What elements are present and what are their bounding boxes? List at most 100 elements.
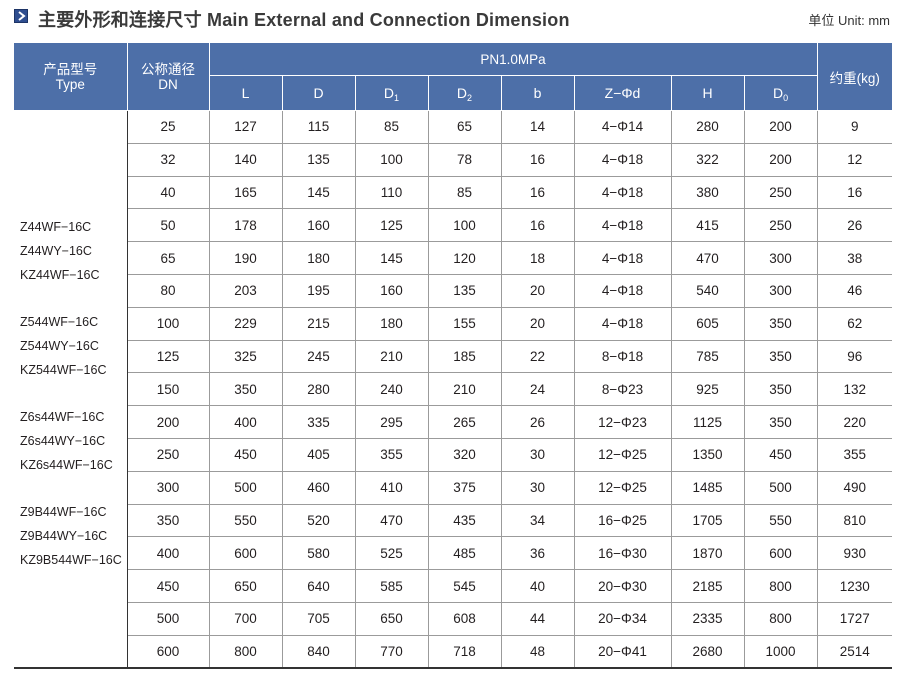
table-cell: 335: [281, 405, 355, 439]
table-row: 300 500 460 410 375 30 12−Φ25 1485 500 490: [14, 471, 893, 505]
table-cell: 800: [208, 635, 282, 670]
table-cell: 300: [743, 274, 818, 308]
table-cell: 180: [354, 307, 428, 341]
dn-cell: 25: [126, 110, 209, 144]
table-cell: 1125: [670, 405, 744, 439]
column-header-7: D0: [743, 75, 818, 111]
table-cell: 180: [281, 241, 355, 275]
table-cell: 160: [281, 208, 355, 243]
dn-cell: 150: [126, 372, 209, 407]
table-cell: 20: [500, 274, 574, 308]
table-cell: 520: [281, 504, 355, 538]
table-cell: 500: [743, 471, 818, 505]
table-cell: 490: [816, 471, 893, 505]
table-cell: 650: [208, 569, 282, 603]
column-header-row: L D D1 D2 b Z−Φd H D0: [14, 75, 892, 111]
type-model: KZ6s44WF−16C: [20, 458, 113, 472]
dn-cell: 300: [126, 471, 209, 505]
type-group: Z544WF−16C Z544WY−16C KZ544WF−16C: [20, 310, 127, 382]
table-cell: 350: [208, 372, 282, 407]
type-model: Z544WF−16C: [20, 315, 99, 329]
table-cell: 400: [208, 405, 282, 439]
table-cell: 450: [743, 438, 818, 472]
table-cell: 115: [281, 110, 355, 144]
dn-cell: 50: [126, 208, 209, 243]
table-row: 250 450 405 355 320 30 12−Φ25 1350 450 355: [14, 438, 893, 472]
table-cell: 410: [354, 471, 428, 505]
table-cell: 925: [670, 372, 744, 407]
table-cell: 110: [354, 176, 428, 210]
dn-cell: 80: [126, 274, 209, 308]
table-cell: 1350: [670, 438, 744, 472]
table-cell: 16: [500, 176, 574, 210]
dn-cell: 500: [126, 602, 209, 636]
table-cell: 280: [281, 372, 355, 407]
table-cell: 265: [427, 405, 501, 439]
table-cell: 20−Φ34: [573, 602, 671, 636]
table-cell: 12−Φ25: [573, 438, 671, 472]
table-cell: 500: [208, 471, 282, 505]
table-cell: 4−Φ18: [573, 208, 671, 243]
table-cell: 240: [354, 372, 428, 407]
table-cell: 20−Φ30: [573, 569, 671, 603]
table-cell: 40: [500, 569, 574, 603]
table-cell: 48: [500, 635, 574, 670]
table-cell: 4−Φ18: [573, 274, 671, 308]
dimension-table: 产品型号 Type 公称通径 DN PN1.0MPa 约重(kg) L D D1 D2…: [14, 43, 893, 670]
table-cell: 195: [281, 274, 355, 308]
table-row: 500 700 705 650 608 44 20−Φ34 2335 800 1727: [14, 602, 893, 636]
table-cell: 85: [427, 176, 501, 210]
table-cell: 415: [670, 208, 744, 243]
table-row: 50 178 160 125 100 16 4−Φ18 415 250 26: [14, 208, 893, 243]
table-cell: 2514: [816, 635, 893, 670]
table-cell: 355: [354, 438, 428, 472]
type-model: KZ9B544WF−16C: [20, 553, 122, 567]
column-header-0: L: [208, 75, 282, 111]
table-row: 40 165 145 110 85 16 4−Φ18 380 250 16: [14, 176, 893, 210]
pressure-header: PN1.0MPa: [208, 43, 818, 76]
table-cell: 8−Φ18: [573, 340, 671, 374]
table-cell: 280: [670, 110, 744, 144]
table-cell: 132: [816, 372, 893, 407]
table-cell: 2680: [670, 635, 744, 670]
table-cell: 30: [500, 471, 574, 505]
table-cell: 210: [427, 372, 501, 407]
table-cell: 705: [281, 602, 355, 636]
table-cell: 1000: [743, 635, 818, 670]
table-cell: 12−Φ25: [573, 471, 671, 505]
table-cell: 640: [281, 569, 355, 603]
table-cell: 608: [427, 602, 501, 636]
dn-header: 公称通径 DN: [126, 43, 209, 111]
table-cell: 145: [281, 176, 355, 210]
table-cell: 525: [354, 536, 428, 571]
type-model: Z44WY−16C: [20, 244, 92, 258]
table-cell: 785: [670, 340, 744, 374]
table-cell: 85: [354, 110, 428, 144]
type-cell: Z44WF−16C Z44WY−16C KZ44WF−16C Z544WF−16C Z5…: [14, 110, 128, 670]
table-cell: 540: [670, 274, 744, 308]
table-cell: 38: [816, 241, 893, 275]
table-row: 200 400 335 295 265 26 12−Φ23 1125 350 220: [14, 405, 893, 439]
table-cell: 300: [743, 241, 818, 275]
table-cell: 350: [743, 307, 818, 341]
table-cell: 470: [670, 241, 744, 275]
table-cell: 185: [427, 340, 501, 374]
table-cell: 375: [427, 471, 501, 505]
table-cell: 930: [816, 536, 893, 571]
table-cell: 229: [208, 307, 282, 341]
table-cell: 1727: [816, 602, 893, 636]
type-list: Z44WF−16C Z44WY−16C KZ44WF−16C Z544WF−16C Z5…: [20, 215, 127, 572]
column-header-1: D: [281, 75, 355, 111]
table-cell: 550: [208, 504, 282, 538]
table-cell: 16: [816, 176, 893, 210]
arrow-right-icon: [14, 9, 28, 23]
weight-header: 约重(kg): [816, 43, 893, 111]
dimension-table-wrap: 产品型号 Type 公称通径 DN PN1.0MPa 约重(kg) L D D1 D2…: [14, 43, 893, 670]
table-row: Z44WF−16C Z44WY−16C KZ44WF−16C Z544WF−16C Z5…: [14, 110, 893, 670]
table-cell: 4−Φ18: [573, 307, 671, 341]
table-row: 125 325 245 210 185 22 8−Φ18 785 350 96: [14, 340, 893, 374]
table-cell: 325: [208, 340, 282, 374]
table-cell: 800: [743, 569, 818, 603]
table-cell: 165: [208, 176, 282, 210]
table-cell: 100: [354, 143, 428, 177]
